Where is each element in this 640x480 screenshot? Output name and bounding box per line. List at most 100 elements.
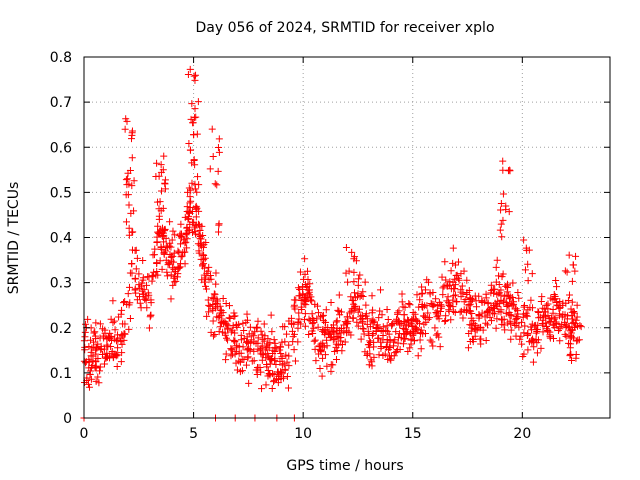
data-point (533, 327, 541, 335)
data-point (323, 362, 331, 370)
data-point (535, 308, 543, 316)
data-point (333, 317, 341, 325)
data-point (211, 331, 219, 339)
data-point (314, 323, 322, 331)
data-point (386, 336, 394, 344)
data-point (246, 323, 254, 331)
data-point (357, 335, 365, 343)
data-point (290, 346, 298, 354)
data-point (359, 325, 367, 333)
data-point (391, 349, 399, 357)
data-point (310, 337, 318, 345)
data-point (270, 336, 278, 344)
data-point (465, 302, 473, 310)
data-point (266, 339, 274, 347)
data-point (473, 303, 481, 311)
data-point (519, 313, 527, 321)
data-point (424, 309, 432, 317)
data-point (189, 119, 197, 127)
data-point (506, 167, 514, 175)
data-point (296, 268, 304, 276)
data-point (450, 292, 458, 300)
data-point (414, 352, 422, 360)
data-point (235, 357, 243, 365)
data-point (212, 269, 220, 277)
data-point (320, 343, 328, 351)
data-point (429, 342, 437, 350)
data-point (207, 275, 215, 283)
data-point (504, 319, 512, 327)
data-point (158, 245, 166, 253)
data-point (498, 233, 506, 241)
data-point (186, 204, 194, 212)
data-point (317, 313, 325, 321)
data-point (377, 286, 385, 294)
data-point (177, 260, 185, 268)
data-point (140, 290, 148, 298)
data-point (451, 261, 459, 269)
data-point (131, 246, 139, 254)
data-point (468, 309, 476, 317)
data-point (488, 317, 496, 325)
data-point (185, 214, 193, 222)
data-point (532, 321, 540, 329)
data-point (190, 72, 198, 80)
data-point (355, 275, 363, 283)
data-point (139, 274, 147, 282)
data-point (227, 345, 235, 353)
data-point (552, 276, 560, 284)
data-point (565, 339, 573, 347)
data-point (499, 270, 507, 278)
data-point (497, 220, 505, 228)
x-tick-label: 10 (294, 426, 312, 442)
data-point (231, 350, 239, 358)
data-point (221, 329, 229, 337)
data-point (87, 375, 95, 383)
data-point (157, 207, 165, 215)
data-point (332, 327, 340, 335)
data-point (187, 197, 195, 205)
data-point (512, 305, 520, 313)
data-point (136, 293, 144, 301)
data-point (410, 336, 418, 344)
data-point (164, 259, 172, 267)
data-point (215, 221, 223, 229)
data-point (502, 282, 510, 290)
data-point (301, 322, 309, 330)
data-point (313, 315, 321, 323)
data-point (135, 270, 143, 278)
data-point (483, 308, 491, 316)
data-point (354, 322, 362, 330)
data-point (209, 317, 217, 325)
data-point (562, 322, 570, 330)
data-point (430, 300, 438, 308)
data-point (499, 166, 507, 174)
data-point (319, 342, 327, 350)
data-point (157, 161, 165, 169)
data-point (213, 181, 221, 189)
data-point (497, 296, 505, 304)
data-point (131, 286, 139, 294)
data-point (185, 209, 193, 217)
data-point (520, 329, 528, 337)
data-point (445, 300, 453, 308)
data-point (201, 274, 209, 282)
data-point (139, 256, 147, 264)
data-point (235, 342, 243, 350)
data-point (569, 261, 577, 269)
data-point (162, 247, 170, 255)
data-point (551, 292, 559, 300)
data-point (154, 229, 162, 237)
data-point (524, 306, 532, 314)
data-point (418, 283, 426, 291)
data-point (360, 330, 368, 338)
data-point (212, 280, 220, 288)
data-point (457, 270, 465, 278)
data-point (466, 294, 474, 302)
data-point (505, 208, 513, 216)
data-point (350, 289, 358, 297)
data-point (191, 76, 199, 84)
data-point (556, 303, 564, 311)
data-points (80, 65, 585, 422)
data-point (407, 319, 415, 327)
